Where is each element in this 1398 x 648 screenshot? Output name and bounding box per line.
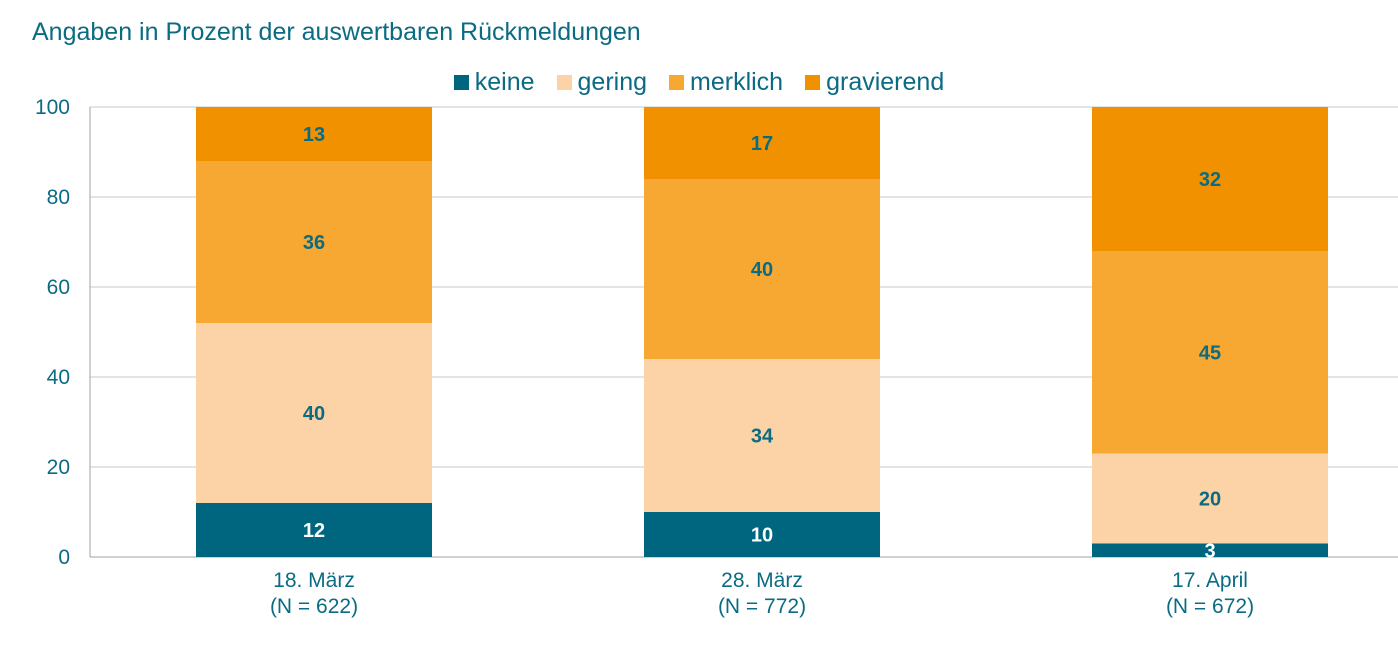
legend-label: merklich <box>690 68 784 96</box>
x-category-label: (N = 622) <box>270 595 358 618</box>
chart-title: Angaben in Prozent der auswertbaren Rück… <box>32 18 641 46</box>
legend-item-gering: gering <box>556 68 648 97</box>
bar-segment-keine <box>1092 543 1328 557</box>
legend-swatch <box>669 75 685 90</box>
data-label: 20 <box>1199 489 1221 511</box>
x-category-label: 18. März <box>273 569 355 592</box>
legend: keine gering merklich gravierend <box>0 68 1398 97</box>
data-label: 40 <box>751 259 773 281</box>
bar-segment-keine <box>644 512 880 557</box>
data-label: 36 <box>303 232 325 254</box>
data-label: 32 <box>1199 169 1221 191</box>
legend-label: gravierend <box>826 68 945 96</box>
data-label: 40 <box>303 403 325 425</box>
bar-segment-merklich <box>196 161 432 323</box>
y-tick-label: 80 <box>47 186 70 209</box>
legend-label: gering <box>577 68 648 96</box>
legend-swatch <box>453 75 469 90</box>
data-label: 17 <box>751 133 773 155</box>
legend-label: keine <box>474 68 535 96</box>
y-tick-label: 0 <box>58 546 70 569</box>
legend-swatch <box>556 75 572 90</box>
bar-segment-gering <box>1092 453 1328 544</box>
y-tick-label: 100 <box>35 96 70 119</box>
x-category-label: 17. April <box>1172 569 1248 592</box>
bar-segment-merklich <box>1092 251 1328 454</box>
data-label: 34 <box>751 426 774 448</box>
data-label: 45 <box>1199 342 1221 364</box>
bar-segment-keine <box>196 503 432 557</box>
legend-item-gravierend: gravierend <box>805 68 944 97</box>
x-category-label: 28. März <box>721 569 803 592</box>
data-label: 10 <box>751 525 773 547</box>
data-label: 12 <box>303 520 325 542</box>
x-category-label: (N = 772) <box>718 595 806 618</box>
bar-segment-gering <box>644 359 880 512</box>
legend-swatch <box>805 75 821 90</box>
bar-segment-gravierend <box>644 107 880 179</box>
y-tick-label: 40 <box>47 366 70 389</box>
y-tick-label: 20 <box>47 456 70 479</box>
x-category-label: (N = 672) <box>1166 595 1254 618</box>
data-label: 3 <box>1204 540 1215 562</box>
bar-segment-gravierend <box>196 107 432 161</box>
bar-segment-gravierend <box>1092 107 1328 251</box>
bar-segment-merklich <box>644 179 880 359</box>
legend-item-merklich: merklich <box>669 68 783 97</box>
y-tick-label: 60 <box>47 276 70 299</box>
bar-segment-gering <box>196 323 432 503</box>
legend-item-keine: keine <box>453 68 535 97</box>
data-label: 13 <box>303 124 325 146</box>
